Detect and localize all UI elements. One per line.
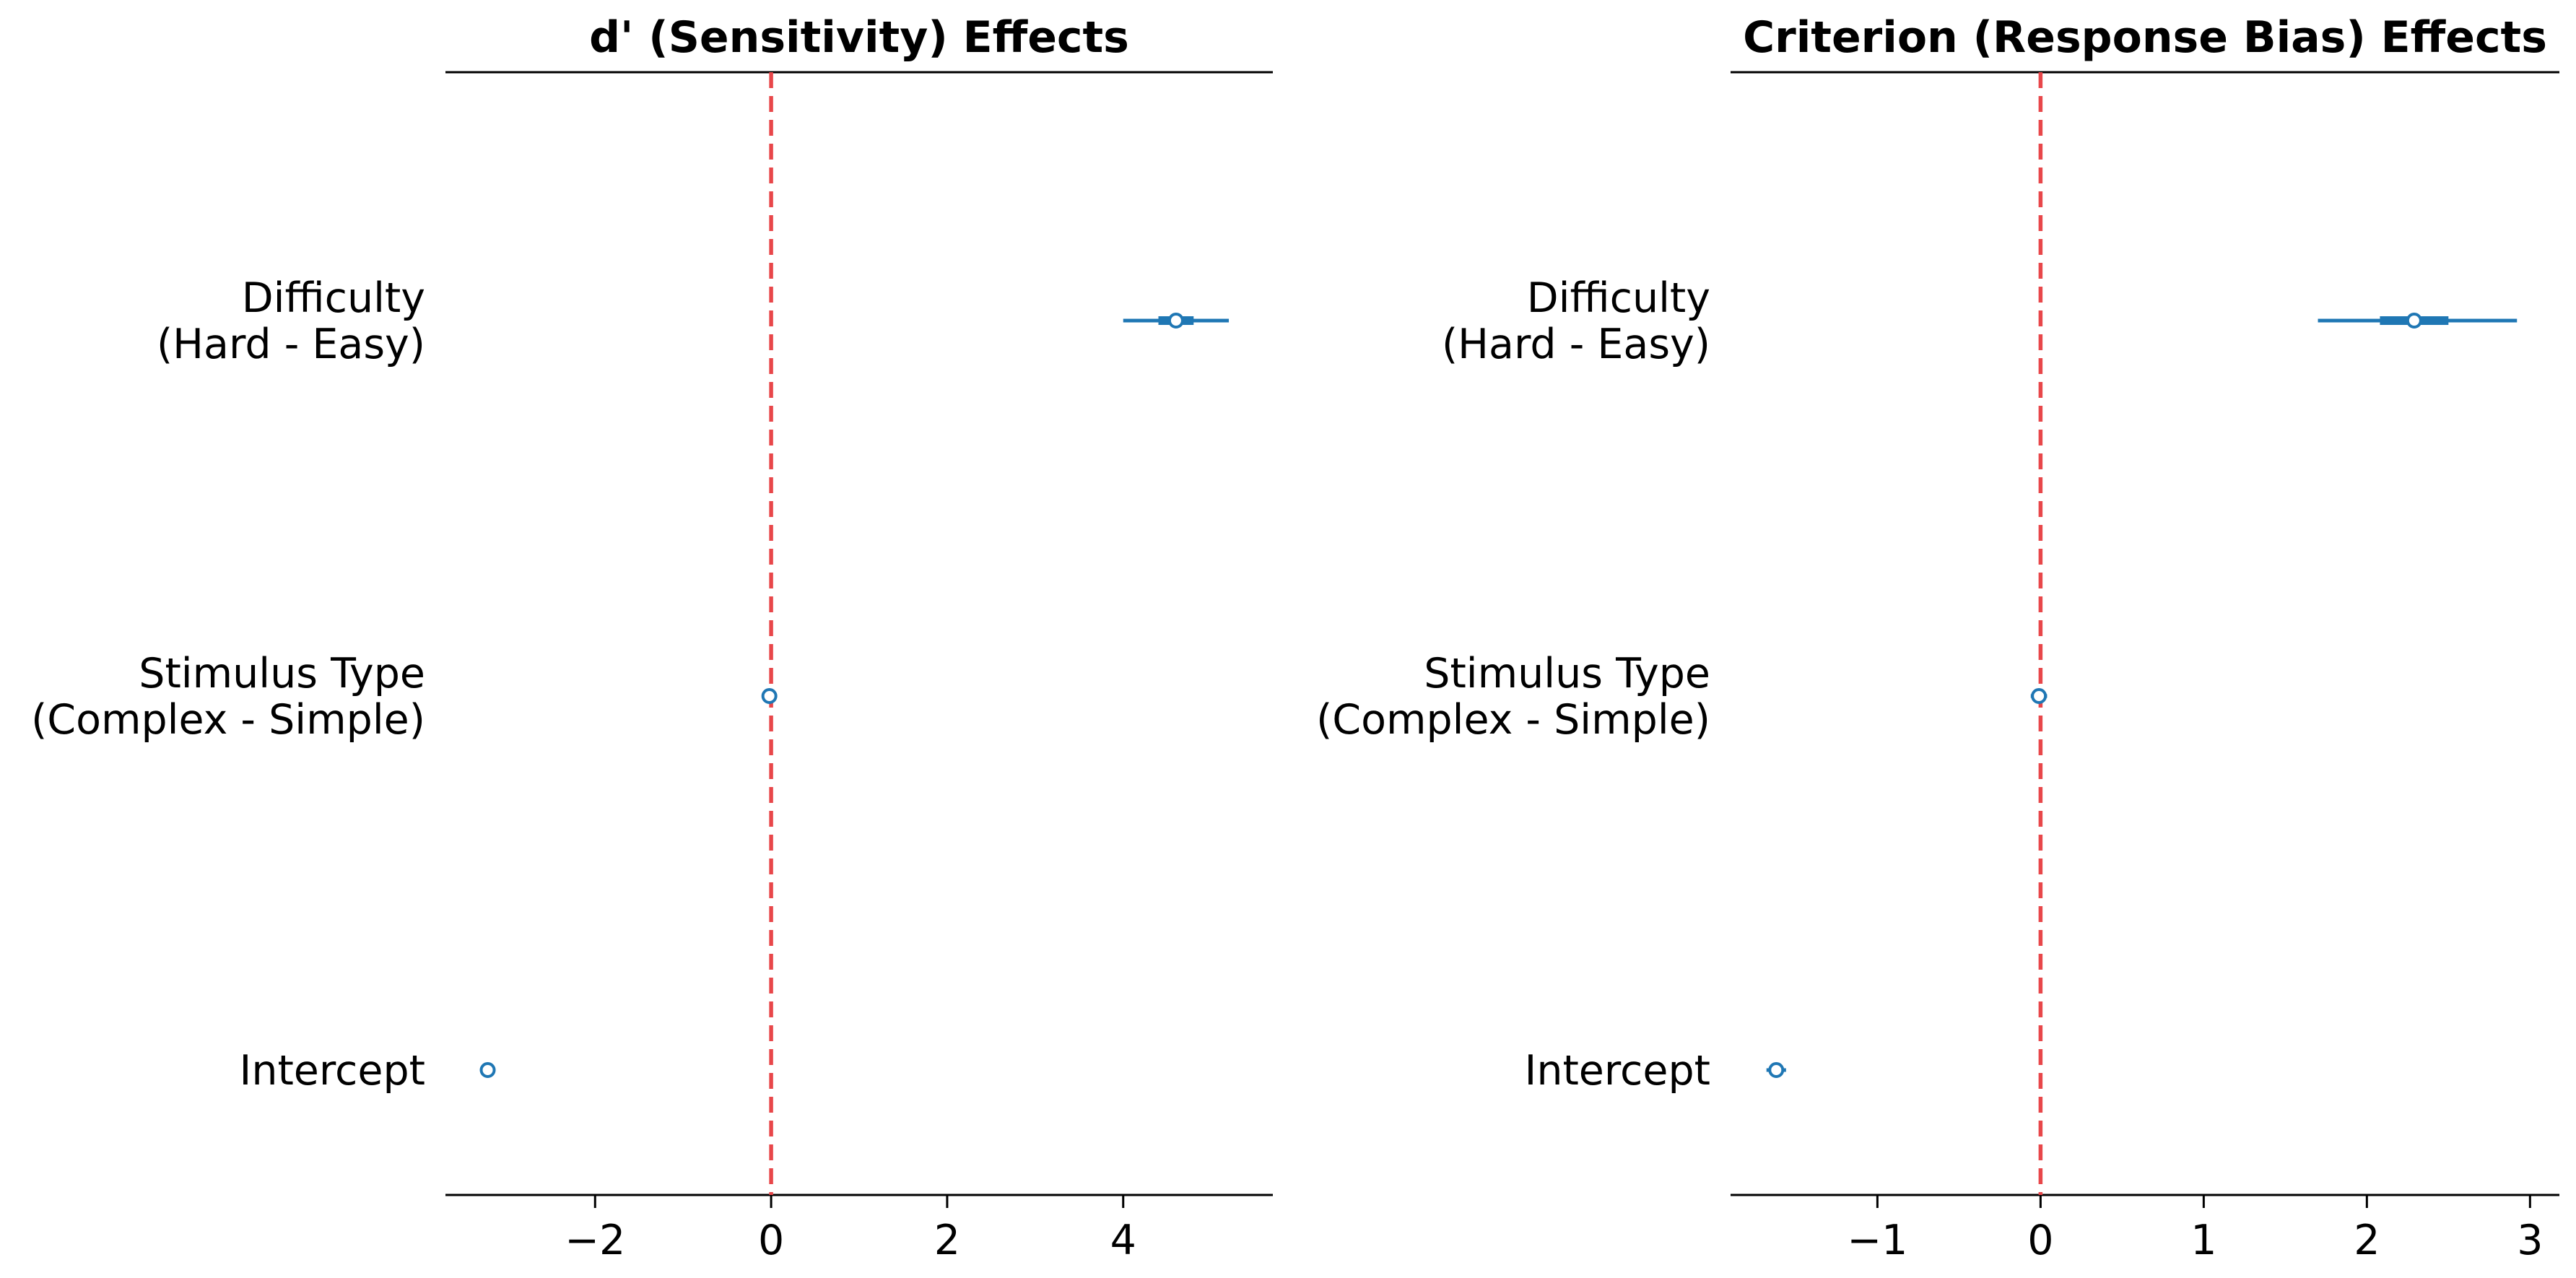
estimate-point [2406, 313, 2422, 329]
x-tick-label: 2 [934, 1217, 960, 1264]
x-tick-label: −1 [1847, 1217, 1907, 1264]
category-label: Intercept [1525, 1047, 1710, 1095]
estimate-point [479, 1062, 496, 1078]
category-label: Stimulus Type [139, 650, 425, 697]
chart-panel-1: d' (Sensitivity) Effects−2 0 2 4Difficulty(… [31, 12, 1273, 1264]
chart-title: Criterion (Response Bias) Effects [1743, 12, 2547, 63]
estimate-point [761, 688, 778, 704]
x-tick-label: 2 [2354, 1217, 2380, 1264]
x-tick-label: 1 [2190, 1217, 2216, 1264]
estimate-point [2031, 688, 2048, 704]
category-label: Difficulty [1527, 274, 1710, 322]
estimate-point [1768, 1062, 1785, 1078]
category-sublabel: (Hard - Easy) [157, 321, 425, 368]
category-label: Stimulus Type [1424, 650, 1710, 697]
category-sublabel: (Complex - Simple) [31, 696, 425, 744]
chart-title: d' (Sensitivity) Effects [589, 12, 1129, 63]
category-label: Intercept [240, 1047, 425, 1095]
chart-panel-2: Criterion (Response Bias) Effects −1 0 1 2 3 D… [1316, 12, 2559, 1264]
category-sublabel: (Complex - Simple) [1316, 696, 1710, 744]
x-tick-label: 4 [1110, 1217, 1136, 1264]
x-tick-label: 3 [2517, 1217, 2543, 1264]
estimate-point [1167, 313, 1184, 329]
x-tick-label: 0 [758, 1217, 784, 1264]
category-sublabel: (Hard - Easy) [1442, 321, 1710, 368]
x-tick-label: −2 [565, 1217, 625, 1264]
category-label: Difficulty [242, 274, 425, 322]
x-tick-label: 0 [2027, 1217, 2053, 1264]
